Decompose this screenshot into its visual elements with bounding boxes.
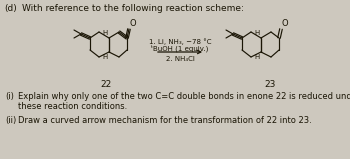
Text: H: H [255,54,260,60]
Text: 23: 23 [264,80,276,89]
Text: ᵗBuOH (1 equiv.): ᵗBuOH (1 equiv.) [151,45,209,52]
Text: 1. Li, NH₃, −78 °C: 1. Li, NH₃, −78 °C [149,38,211,45]
Text: Draw a curved arrow mechanism for the transformation of 22 into 23.: Draw a curved arrow mechanism for the tr… [18,116,312,125]
Text: H: H [103,30,108,36]
Text: (i): (i) [5,92,14,101]
Text: (d): (d) [4,4,17,13]
Text: these reaction conditions.: these reaction conditions. [18,102,127,111]
Text: O: O [281,19,288,28]
Text: With reference to the following reaction scheme:: With reference to the following reaction… [22,4,244,13]
Text: H: H [255,30,260,36]
Text: (ii): (ii) [5,116,16,125]
Text: 22: 22 [100,80,112,89]
Text: H: H [103,54,108,60]
Text: Explain why only one of the two C=C double bonds in enone 22 is reduced under: Explain why only one of the two C=C doub… [18,92,350,101]
Text: 2. NH₄Cl: 2. NH₄Cl [166,56,195,62]
Text: O: O [129,19,136,28]
